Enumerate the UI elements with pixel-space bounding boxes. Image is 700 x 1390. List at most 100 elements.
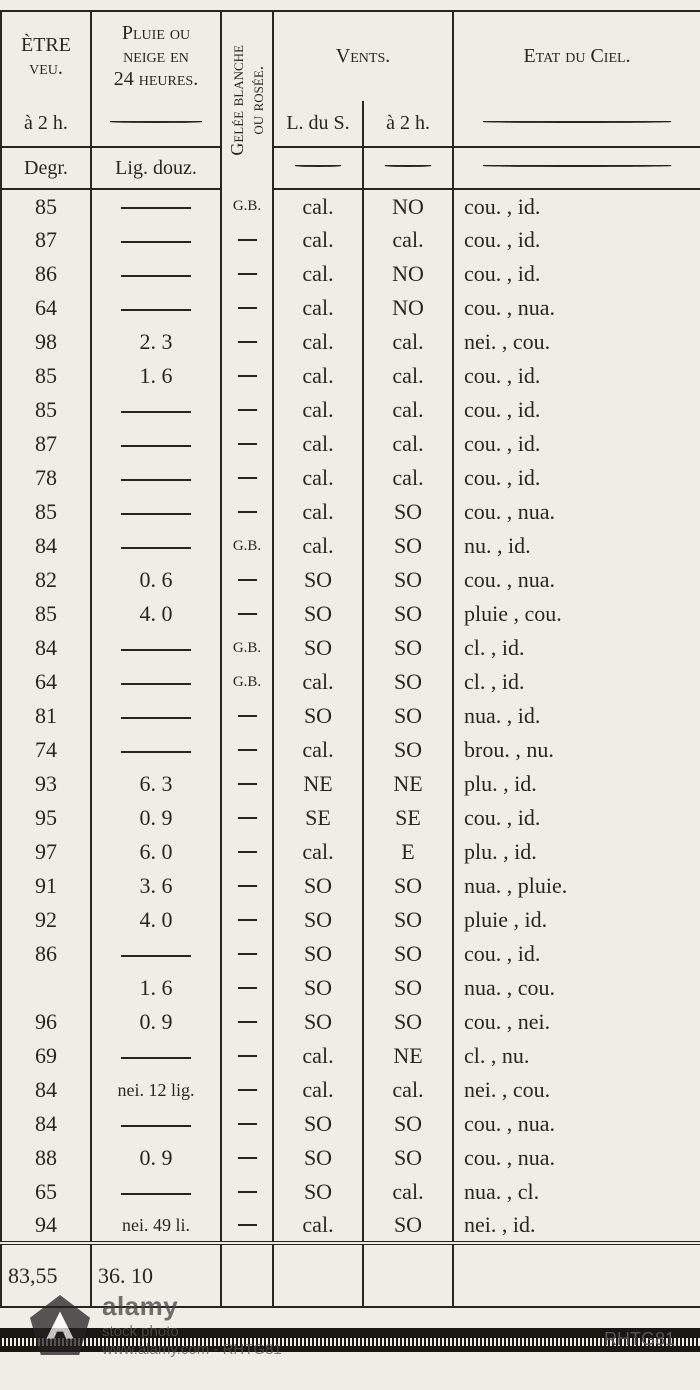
cell-pluie — [91, 1107, 221, 1141]
cell-pluie: 4. 0 — [91, 597, 221, 631]
cell-deg: 65 — [1, 1175, 91, 1209]
cell-ciel: cou. , id. — [453, 359, 700, 393]
cell-deg: 85 — [1, 597, 91, 631]
watermark-brand: alamy — [102, 1290, 282, 1323]
cell-deg: 84 — [1, 1073, 91, 1107]
table-row: 78cal.cal.cou. , id. — [1, 461, 700, 495]
cell-gelee — [221, 1141, 273, 1175]
unit-brace-5 — [363, 147, 453, 189]
cell-gelee — [221, 903, 273, 937]
cell-deg: 85 — [1, 393, 91, 427]
cell-ciel: plu. , id. — [453, 835, 700, 869]
cell-deg: 78 — [1, 461, 91, 495]
cell-ciel: brou. , nu. — [453, 733, 700, 767]
cell-ciel: nei. , id. — [453, 1209, 700, 1243]
cell-gelee — [221, 767, 273, 801]
cell-gelee — [221, 733, 273, 767]
table-row: 851. 6cal.cal.cou. , id. — [1, 359, 700, 393]
cell-gelee — [221, 257, 273, 291]
table-row: 820. 6SOSOcou. , nua. — [1, 563, 700, 597]
cell-vent-1: SO — [273, 903, 363, 937]
table-row: 924. 0SOSOpluie , id. — [1, 903, 700, 937]
cell-gelee — [221, 1039, 273, 1073]
cell-ciel: nei. , cou. — [453, 325, 700, 359]
cell-pluie — [91, 631, 221, 665]
cell-vent-2: NO — [363, 257, 453, 291]
table-row: 64cal.NOcou. , nua. — [1, 291, 700, 325]
cell-pluie — [91, 529, 221, 563]
cell-vent-1: cal. — [273, 393, 363, 427]
unit-brace-4 — [273, 147, 363, 189]
cell-pluie: 2. 3 — [91, 325, 221, 359]
alamy-logo-icon — [30, 1295, 90, 1355]
cell-ciel: cl. , id. — [453, 665, 700, 699]
header-pluie-l3: 24 heures. — [114, 68, 198, 90]
cell-ciel: cou. , id. — [453, 461, 700, 495]
cell-vent-1: cal. — [273, 325, 363, 359]
cell-gelee — [221, 223, 273, 257]
cell-ciel: cou. , id. — [453, 937, 700, 971]
cell-vent-1: cal. — [273, 1209, 363, 1243]
cell-gelee: G.B. — [221, 665, 273, 699]
footer-empty-4 — [453, 1243, 700, 1307]
header-etre-l1: ÈTRE — [21, 34, 71, 56]
table-row: 854. 0SOSOpluie , cou. — [1, 597, 700, 631]
cell-vent-2: SO — [363, 597, 453, 631]
table-row: 87cal.cal.cou. , id. — [1, 223, 700, 257]
header-vents: Vents. — [273, 11, 453, 101]
cell-pluie — [91, 495, 221, 529]
cell-vent-2: SO — [363, 1107, 453, 1141]
cell-deg: 91 — [1, 869, 91, 903]
cell-ciel: nua. , cl. — [453, 1175, 700, 1209]
cell-vent-2: cal. — [363, 427, 453, 461]
table-row: 87cal.cal.cou. , id. — [1, 427, 700, 461]
table-row: 86SOSOcou. , id. — [1, 937, 700, 971]
cell-gelee — [221, 869, 273, 903]
header-gelee-l2: ou rosée. — [247, 66, 267, 135]
cell-ciel: cl. , nu. — [453, 1039, 700, 1073]
cell-vent-1: SO — [273, 1005, 363, 1039]
cell-pluie — [91, 937, 221, 971]
cell-pluie: 1. 6 — [91, 359, 221, 393]
cell-gelee — [221, 1107, 273, 1141]
unit-degr: Degr. — [1, 147, 91, 189]
cell-vent-1: cal. — [273, 495, 363, 529]
cell-pluie: 6. 3 — [91, 767, 221, 801]
table-row: 880. 9SOSOcou. , nua. — [1, 1141, 700, 1175]
cell-ciel: cou. , nua. — [453, 291, 700, 325]
cell-gelee — [221, 495, 273, 529]
cell-deg: 81 — [1, 699, 91, 733]
cell-ciel: nu. , id. — [453, 529, 700, 563]
header-etre: ÈTRE veu. — [1, 11, 91, 101]
cell-deg: 69 — [1, 1039, 91, 1073]
cell-vent-1: cal. — [273, 1039, 363, 1073]
table-row: 64G.B.cal.SOcl. , id. — [1, 665, 700, 699]
cell-pluie: 0. 9 — [91, 1141, 221, 1175]
cell-vent-1: cal. — [273, 257, 363, 291]
cell-pluie — [91, 393, 221, 427]
table-row: 982. 3cal.cal.nei. , cou. — [1, 325, 700, 359]
cell-pluie: nei. 49 li. — [91, 1209, 221, 1243]
cell-vent-2: SO — [363, 1209, 453, 1243]
cell-gelee: G.B. — [221, 529, 273, 563]
cell-vent-2: NE — [363, 767, 453, 801]
sub-a2h-2: à 2 h. — [363, 101, 453, 147]
unit-brace-6b — [453, 147, 700, 189]
cell-pluie: 0. 9 — [91, 1005, 221, 1039]
cell-pluie — [91, 1175, 221, 1209]
header-gelee-l1: Gelée blanche — [227, 45, 247, 156]
cell-vent-2: SO — [363, 495, 453, 529]
cell-ciel: cou. , id. — [453, 223, 700, 257]
cell-deg: 74 — [1, 733, 91, 767]
cell-deg: 87 — [1, 223, 91, 257]
sub-a2h-1: à 2 h. — [1, 101, 91, 147]
header-ciel: Etat du Ciel. — [453, 11, 700, 101]
cell-pluie — [91, 257, 221, 291]
cell-gelee — [221, 563, 273, 597]
cell-deg — [1, 971, 91, 1005]
cell-ciel: nua. , id. — [453, 699, 700, 733]
cell-ciel: pluie , id. — [453, 903, 700, 937]
cell-vent-1: SO — [273, 937, 363, 971]
header-pluie-l2: neige en — [123, 45, 189, 67]
cell-vent-1: cal. — [273, 733, 363, 767]
